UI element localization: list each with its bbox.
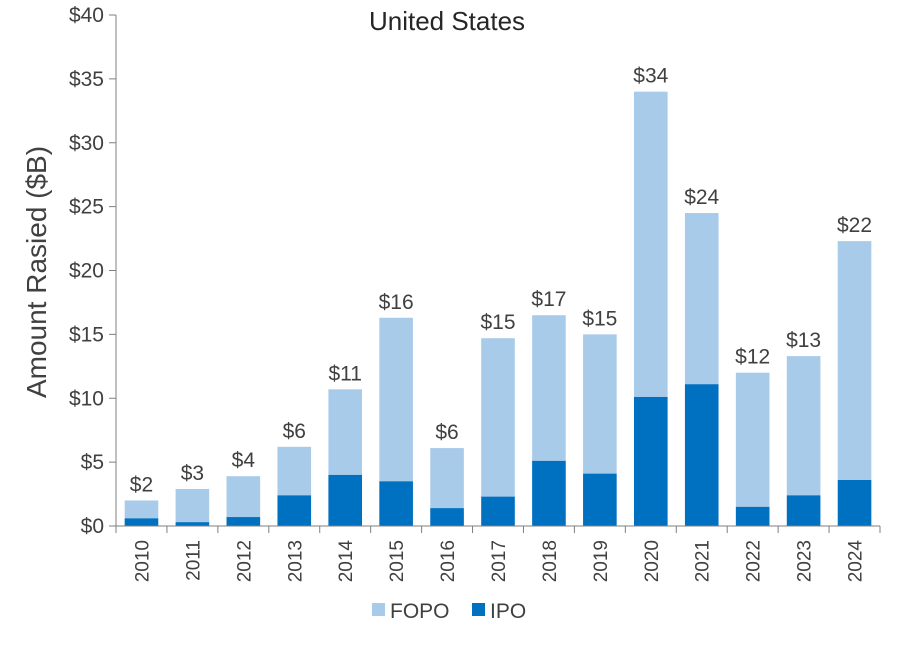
bar-fopo xyxy=(786,356,821,496)
bar-ipo xyxy=(328,474,363,526)
total-data-label: $16 xyxy=(379,291,414,314)
y-tick-label: $15 xyxy=(69,323,104,346)
x-tick-label: 2014 xyxy=(336,540,357,583)
legend-swatch-ipo xyxy=(472,603,485,616)
bar-ipo xyxy=(226,517,261,526)
total-data-label: $2 xyxy=(130,473,153,496)
bar-fopo xyxy=(277,446,312,496)
bar-ipo xyxy=(735,506,770,526)
bar-fopo xyxy=(175,488,210,523)
y-tick-label: $25 xyxy=(69,196,104,219)
legend-label-ipo: IPO xyxy=(490,600,526,623)
bar-fopo xyxy=(379,317,413,482)
total-data-label: $13 xyxy=(786,329,821,352)
total-data-label: $15 xyxy=(582,307,617,330)
x-tick-label: 2023 xyxy=(795,540,816,582)
bar-ipo xyxy=(175,522,210,526)
axes xyxy=(115,15,880,527)
total-data-label: $4 xyxy=(232,449,256,472)
x-tick-label: 2020 xyxy=(642,540,663,582)
total-data-label: $11 xyxy=(328,362,361,385)
x-tick-label: 2024 xyxy=(846,540,867,583)
x-tick-label: 2010 xyxy=(132,540,153,582)
bar-fopo xyxy=(226,476,261,518)
bar-fopo xyxy=(481,338,515,497)
bar-fopo xyxy=(837,241,872,481)
total-data-label: $15 xyxy=(480,311,515,334)
legend: FOPO IPO xyxy=(372,600,526,623)
x-tick-label: 2013 xyxy=(285,540,306,582)
x-tick-label: 2022 xyxy=(744,540,765,582)
bar-ipo xyxy=(837,480,872,526)
total-data-label: $17 xyxy=(531,288,566,311)
bar-ipo xyxy=(532,460,566,526)
total-data-label: $24 xyxy=(684,186,719,209)
y-tick-label: $30 xyxy=(69,132,104,155)
x-tick-label: 2016 xyxy=(438,540,459,582)
x-tick-label: 2011 xyxy=(183,540,204,581)
bar-ipo xyxy=(633,396,668,526)
bar-fopo xyxy=(124,500,159,519)
bar-ipo xyxy=(786,495,821,526)
bar-fopo xyxy=(735,372,770,507)
bar-fopo xyxy=(430,448,464,509)
bar-ipo xyxy=(684,384,719,526)
bar-ipo xyxy=(277,495,312,526)
bars: $2 $3 $4 $6 $11 $16 $6 $15 $17 $15 $34 $24 $12 $13 $22 xyxy=(124,65,872,526)
bar-fopo xyxy=(532,315,566,461)
x-tick-label: 2017 xyxy=(489,540,510,582)
total-data-label: $6 xyxy=(283,420,306,443)
x-tick-label: 2021 xyxy=(693,540,714,582)
y-tick-label: $20 xyxy=(69,260,104,283)
bar-fopo xyxy=(328,389,363,475)
bar-fopo xyxy=(684,213,719,385)
total-data-label: $34 xyxy=(633,65,668,88)
y-tick-label: $10 xyxy=(69,387,104,410)
x-tick-label: 2019 xyxy=(591,540,612,582)
x-tick-label: 2018 xyxy=(540,540,561,582)
total-data-label: $6 xyxy=(435,421,458,444)
y-axis-label: Amount Rasied ($B) xyxy=(21,146,52,398)
y-axis: $0 $5 $10 $15 $20 $25 $30 $35 $40 xyxy=(69,4,116,538)
total-data-label: $22 xyxy=(837,214,872,237)
y-tick-label: $35 xyxy=(69,68,104,91)
y-tick-label: $40 xyxy=(69,4,104,27)
bar-ipo xyxy=(379,481,413,526)
bar-fopo xyxy=(633,91,668,397)
y-tick-label: $0 xyxy=(81,515,104,538)
bar-ipo xyxy=(430,508,464,526)
bar-ipo xyxy=(124,518,159,526)
bar-ipo xyxy=(481,496,515,526)
bar-ipo xyxy=(583,473,617,526)
x-axis: 2010 2011 2012 2013 2014 2015 2016 2017 2018 2019… xyxy=(115,526,881,583)
x-tick-label: 2015 xyxy=(387,540,408,582)
y-tick-label: $5 xyxy=(81,451,104,474)
legend-label-fopo: FOPO xyxy=(390,600,450,623)
legend-swatch-fopo xyxy=(372,603,385,616)
chart-title: United States xyxy=(369,6,525,36)
bar-fopo xyxy=(583,334,617,474)
total-data-label: $12 xyxy=(735,346,770,369)
total-data-label: $3 xyxy=(181,462,204,485)
x-tick-label: 2012 xyxy=(234,540,255,582)
